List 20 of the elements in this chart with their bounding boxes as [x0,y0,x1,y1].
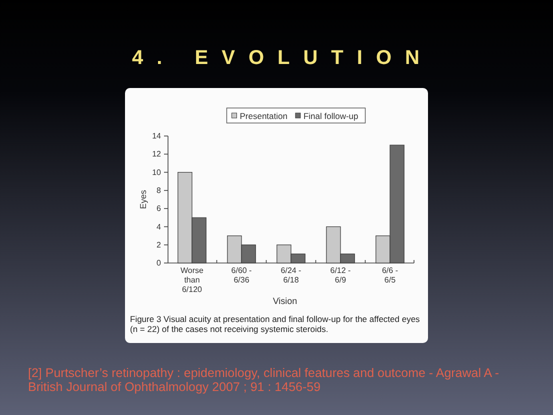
y-tick-label: 14 [152,132,162,141]
x-tick-label: 6/60 - 6/36 [231,266,252,284]
x-axis-title: Vision [272,296,298,306]
y-tick-label: 12 [152,150,162,159]
y-axis-title: Eyes [138,190,148,209]
y-tick-label: 6 [156,204,162,214]
x-tick-label: Worse than 6/120 [180,266,204,294]
legend-label: Presentation [240,110,288,121]
legend-label: Final follow-up [303,110,359,121]
chart-title: 4. EVOLUTION [132,47,433,69]
caption: Figure 3 Visual acuity at presentation and final follow-up for the affected eyes (n = 22) of the cases not receiving systemic steroids. [130,314,420,334]
y-tick-label: 10 [152,168,162,177]
y-tick-label: 4 [156,222,162,232]
x-tick-label: 6/24 - 6/18 [280,266,302,284]
y-tick-label: 2 [156,240,162,250]
text: [2] Purtscher’s retinopathy : epidemiology, clinical features and outcome - Agrawal A - British Journal of Ophthalmology 2007 ; 91 : 1456-59 [28,366,500,394]
x-tick-label: 6/6 - 6/5 [382,266,398,284]
x-tick-label: 6/12 - 6/9 [330,266,352,284]
y-tick-label: 0 [156,258,162,268]
y-tick-label: 8 [156,186,162,195]
